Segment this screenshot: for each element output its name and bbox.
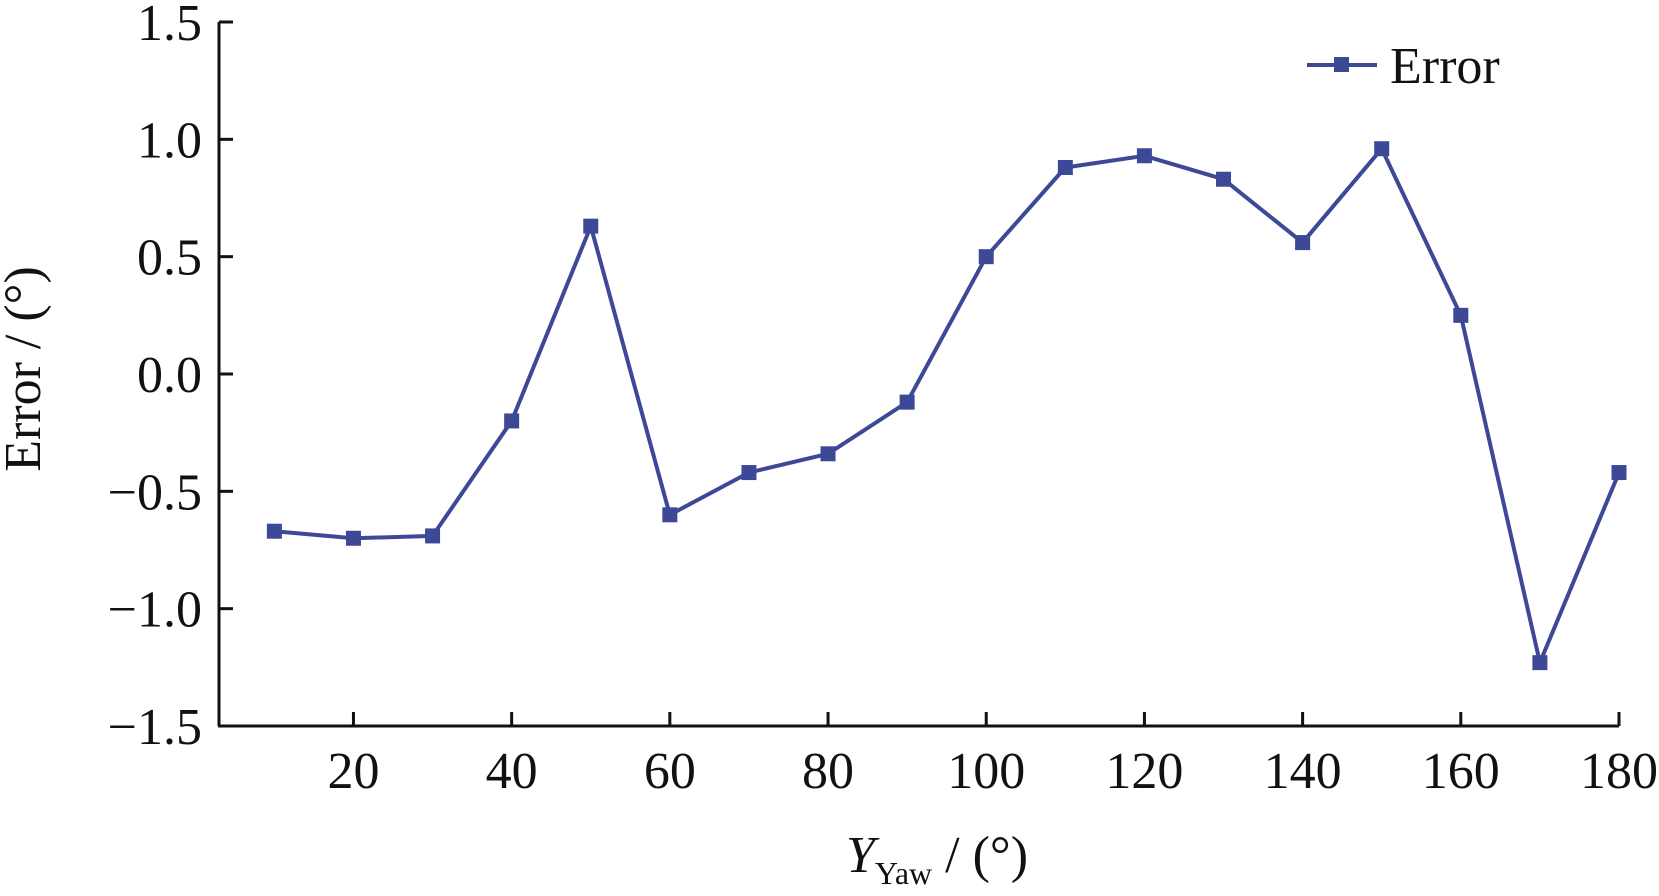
data-point bbox=[1532, 655, 1548, 671]
data-point bbox=[1057, 159, 1073, 175]
x-axis-title-unit: / (°) bbox=[932, 827, 1028, 884]
x-tick-label: 100 bbox=[947, 743, 1025, 800]
data-point bbox=[504, 413, 520, 429]
axes bbox=[217, 22, 1619, 728]
legend: Error bbox=[1307, 38, 1500, 95]
y-tick-label: −0.5 bbox=[108, 464, 202, 521]
y-tick-label: 1.5 bbox=[137, 0, 202, 52]
data-point bbox=[662, 507, 678, 523]
y-tick-label: 0.0 bbox=[137, 347, 202, 404]
y-tick-label: 0.5 bbox=[137, 230, 202, 287]
data-point bbox=[1216, 171, 1232, 187]
data-point bbox=[266, 523, 282, 539]
series-layer bbox=[266, 141, 1627, 671]
data-point bbox=[899, 394, 915, 410]
y-tick-label: −1.0 bbox=[108, 582, 202, 639]
data-point bbox=[1295, 235, 1311, 251]
x-axis-title-main: Y bbox=[846, 827, 880, 884]
x-tick-label: 140 bbox=[1264, 743, 1342, 800]
y-tick-label: −1.5 bbox=[108, 699, 202, 756]
data-point bbox=[425, 528, 441, 544]
data-point bbox=[1136, 148, 1152, 164]
y-tick-label: 1.0 bbox=[137, 112, 202, 169]
data-point bbox=[978, 249, 994, 265]
y-axis-title: Error / (°) bbox=[0, 266, 52, 472]
series-line bbox=[274, 146, 1621, 665]
x-tick-label: 120 bbox=[1105, 743, 1183, 800]
data-point bbox=[583, 218, 599, 234]
x-tick-label: 40 bbox=[486, 743, 538, 800]
data-point bbox=[1611, 465, 1627, 481]
data-point bbox=[345, 530, 361, 546]
legend-label: Error bbox=[1390, 38, 1500, 95]
x-axis-title-subscript: Yaw bbox=[875, 855, 932, 891]
x-tick-label: 180 bbox=[1580, 743, 1658, 800]
data-point bbox=[1374, 141, 1390, 157]
x-ticks: 20 40 60 80 100 120 140 160 180 bbox=[327, 712, 1658, 800]
y-ticks: 1.5 1.0 0.5 0.0 −0.5 −1.0 −1.5 bbox=[108, 0, 233, 756]
data-point bbox=[1453, 307, 1469, 323]
data-point bbox=[820, 446, 836, 462]
x-tick-label: 20 bbox=[327, 743, 379, 800]
x-tick-label: 160 bbox=[1422, 743, 1500, 800]
x-tick-label: 80 bbox=[802, 743, 854, 800]
x-tick-label: 60 bbox=[644, 743, 696, 800]
legend-marker-icon bbox=[1334, 57, 1349, 72]
data-point bbox=[741, 465, 757, 481]
x-axis-title: YYaw / (°) bbox=[846, 827, 1028, 891]
